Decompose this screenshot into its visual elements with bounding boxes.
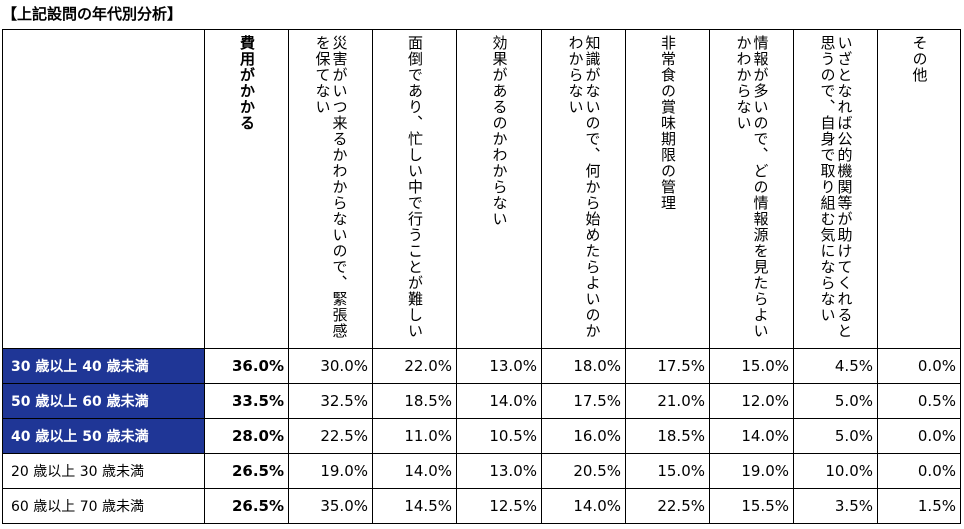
table-cell: 0.0%: [877, 453, 961, 489]
table-cell: 19.0%: [709, 453, 794, 489]
table-cell: 30.0%: [288, 348, 373, 384]
table-cell: 12.5%: [456, 488, 542, 524]
table-cell: 0.0%: [877, 418, 961, 454]
table-cell: 16.0%: [541, 418, 626, 454]
table-cell: 22.5%: [288, 418, 373, 454]
column-header: 効果があるのかわからない: [456, 29, 542, 349]
table-cell: 20.5%: [541, 453, 626, 489]
table-cell: 5.0%: [793, 383, 878, 419]
row-label: 50 歳以上 60 歳未満: [2, 383, 205, 419]
column-header: 費用がかかる: [204, 29, 289, 349]
table-cell: 18.0%: [541, 348, 626, 384]
table-cell: 22.0%: [372, 348, 457, 384]
column-header: いざとなれば公的機関等が助けてくれると思うので、自身で取り組む気にならない: [793, 29, 878, 349]
table-cell: 22.5%: [625, 488, 710, 524]
table-cell: 5.0%: [793, 418, 878, 454]
column-header-label: その他: [910, 35, 929, 83]
table-cell: 15.0%: [625, 453, 710, 489]
table-row: 30 歳以上 40 歳未満 36.0% 30.0% 22.0% 13.0% 18.0% 17…: [2, 348, 961, 384]
table-cell: 35.0%: [288, 488, 373, 524]
header-row: 費用がかかる 災害がいつ来るかわからないので、緊張感を保てない 面倒であり、忙し…: [2, 29, 961, 349]
table-cell: 26.5%: [204, 488, 289, 524]
page-title: 【上記設問の年代別分析】: [2, 5, 183, 23]
column-header: 非常食の賞味期限の管理: [625, 29, 710, 349]
table-cell: 17.5%: [541, 383, 626, 419]
table-cell: 28.0%: [204, 418, 289, 454]
table-cell: 10.0%: [793, 453, 878, 489]
table-body: 30 歳以上 40 歳未満 36.0% 30.0% 22.0% 13.0% 18.0% 17…: [2, 348, 961, 524]
table-row: 60 歳以上 70 歳未満 26.5% 35.0% 14.5% 12.5% 14.0% 22…: [2, 488, 961, 524]
row-label: 30 歳以上 40 歳未満: [2, 348, 205, 384]
table-cell: 15.0%: [709, 348, 794, 384]
age-analysis-table: 費用がかかる 災害がいつ来るかわからないので、緊張感を保てない 面倒であり、忙し…: [2, 29, 961, 524]
column-header: 知識がないので、何から始めたらよいのかわからない: [541, 29, 626, 349]
column-header-label: 効果があるのかわからない: [490, 35, 509, 227]
table-cell: 14.0%: [709, 418, 794, 454]
column-header: 面倒であり、忙しい中で行うことが難しい: [372, 29, 457, 349]
row-label: 40 歳以上 50 歳未満: [2, 418, 205, 454]
table-cell: 32.5%: [288, 383, 373, 419]
column-header-label: 面倒であり、忙しい中で行うことが難しい: [406, 35, 424, 339]
table-cell: 1.5%: [877, 488, 961, 524]
table-cell: 14.0%: [372, 453, 457, 489]
table-cell: 10.5%: [456, 418, 542, 454]
column-header-label: 知識がないので、何から始めたらよいのかわからない: [566, 35, 602, 339]
table-cell: 26.5%: [204, 453, 289, 489]
column-header-label: 災害がいつ来るかわからないので、緊張感を保てない: [313, 35, 349, 339]
row-label: 60 歳以上 70 歳未満: [2, 488, 205, 524]
table-cell: 11.0%: [372, 418, 457, 454]
column-header-label: 費用がかかる: [238, 35, 256, 131]
table-cell: 3.5%: [793, 488, 878, 524]
table-cell: 13.0%: [456, 348, 542, 384]
table-cell: 18.5%: [372, 383, 457, 419]
column-header-label: いざとなれば公的機関等が助けてくれると思うので、自身で取り組む気にならない: [818, 35, 854, 339]
table-cell: 15.5%: [709, 488, 794, 524]
table-cell: 36.0%: [204, 348, 289, 384]
column-header-label: 情報が多いので、どの情報源を見たらよいかわからない: [734, 35, 770, 339]
table-cell: 0.0%: [877, 348, 961, 384]
table-cell: 13.0%: [456, 453, 542, 489]
table-cell: 21.0%: [625, 383, 710, 419]
table-row: 50 歳以上 60 歳未満 33.5% 32.5% 18.5% 14.0% 17.5% 21…: [2, 383, 961, 419]
row-label: 20 歳以上 30 歳未満: [2, 453, 205, 489]
column-header-label: 非常食の賞味期限の管理: [659, 35, 677, 211]
table-row: 40 歳以上 50 歳未満 28.0% 22.5% 11.0% 10.5% 16.0% 18…: [2, 418, 961, 454]
table-cell: 14.5%: [372, 488, 457, 524]
table-cell: 18.5%: [625, 418, 710, 454]
table-row: 20 歳以上 30 歳未満 26.5% 19.0% 14.0% 13.0% 20.5% 15…: [2, 453, 961, 489]
column-header: 災害がいつ来るかわからないので、緊張感を保てない: [288, 29, 373, 349]
table-cell: 19.0%: [288, 453, 373, 489]
table-cell: 17.5%: [625, 348, 710, 384]
table-cell: 0.5%: [877, 383, 961, 419]
table-cell: 33.5%: [204, 383, 289, 419]
table-cell: 14.0%: [541, 488, 626, 524]
table-cell: 14.0%: [456, 383, 542, 419]
column-header: その他: [877, 29, 961, 349]
corner-cell: [2, 29, 205, 349]
column-header: 情報が多いので、どの情報源を見たらよいかわからない: [709, 29, 794, 349]
table-cell: 4.5%: [793, 348, 878, 384]
table-cell: 12.0%: [709, 383, 794, 419]
